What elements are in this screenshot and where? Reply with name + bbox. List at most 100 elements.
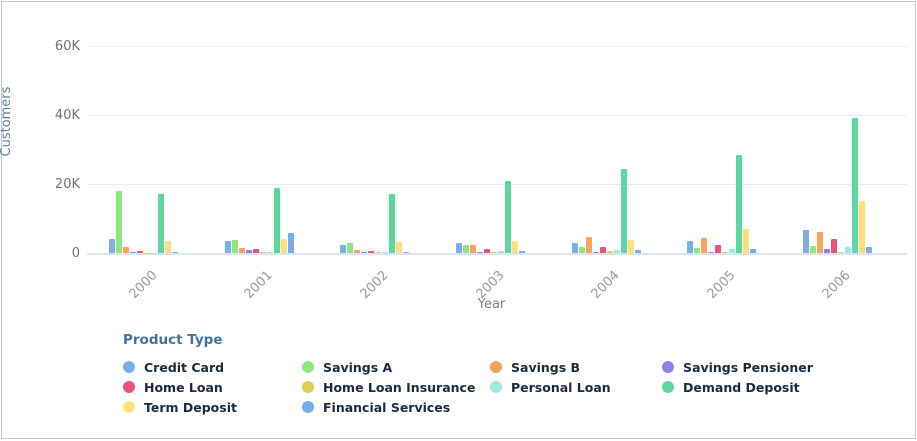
bar-home-loan-insurance-2002[interactable]: [375, 252, 381, 253]
bar-savings-a-2005[interactable]: [694, 248, 700, 253]
bar-savings-a-2001[interactable]: [232, 240, 238, 254]
bar-home-loan-2004[interactable]: [600, 247, 606, 253]
legend-label: Home Loan: [144, 380, 223, 395]
bar-home-loan-2002[interactable]: [368, 251, 374, 253]
bar-savings-b-2006[interactable]: [817, 232, 823, 253]
bar-personal-loan-2002[interactable]: [382, 252, 388, 253]
bar-credit-card-2002[interactable]: [340, 245, 346, 253]
gridline-0: [87, 253, 907, 255]
bar-financial-services-2004[interactable]: [635, 250, 641, 253]
bar-financial-services-2002[interactable]: [403, 252, 409, 253]
bar-savings-b-2004[interactable]: [586, 237, 592, 253]
bar-financial-services-2006[interactable]: [866, 247, 872, 253]
legend-swatch-icon: [302, 401, 314, 413]
legend-label: Home Loan Insurance: [323, 380, 475, 395]
bar-credit-card-2003[interactable]: [456, 243, 462, 253]
legend-item-home-loan[interactable]: Home Loan: [123, 380, 302, 395]
bar-demand-deposit-2000[interactable]: [158, 194, 164, 253]
legend-item-demand-deposit[interactable]: Demand Deposit: [662, 380, 813, 395]
legend-item-personal-loan[interactable]: Personal Loan: [490, 380, 662, 395]
bar-savings-b-2002[interactable]: [354, 250, 360, 253]
bar-savings-b-2005[interactable]: [701, 238, 707, 253]
legend-label: Financial Services: [323, 400, 450, 415]
legend-item-credit-card[interactable]: Credit Card: [123, 360, 302, 375]
bar-home-loan-insurance-2004[interactable]: [607, 251, 613, 253]
legend-swatch-icon: [123, 401, 135, 413]
bar-financial-services-2005[interactable]: [750, 249, 756, 253]
bar-demand-deposit-2006[interactable]: [852, 118, 858, 253]
bar-home-loan-2005[interactable]: [715, 245, 721, 253]
bar-credit-card-2001[interactable]: [225, 241, 231, 253]
bar-savings-b-2000[interactable]: [123, 247, 129, 253]
year-group-2006: [779, 46, 895, 253]
bar-savings-pensioner-2004[interactable]: [593, 252, 599, 253]
bar-personal-loan-2004[interactable]: [614, 250, 620, 253]
legend-swatch-icon: [302, 381, 314, 393]
bar-home-loan-insurance-2005[interactable]: [722, 252, 728, 253]
bar-personal-loan-2001[interactable]: [267, 252, 273, 253]
bar-credit-card-2006[interactable]: [803, 230, 809, 254]
bars-area: [86, 46, 895, 253]
bar-demand-deposit-2001[interactable]: [274, 188, 280, 253]
legend-label: Demand Deposit: [683, 380, 800, 395]
legend-item-savings-pensioner[interactable]: Savings Pensioner: [662, 360, 813, 375]
legend-swatch-icon: [490, 381, 502, 393]
bar-savings-a-2000[interactable]: [116, 191, 122, 253]
bar-financial-services-2001[interactable]: [288, 233, 294, 253]
bar-demand-deposit-2002[interactable]: [389, 194, 395, 253]
year-group-2000: [86, 46, 202, 253]
bar-savings-a-2003[interactable]: [463, 245, 469, 253]
bar-savings-pensioner-2001[interactable]: [246, 250, 252, 253]
bar-financial-services-2003[interactable]: [519, 251, 525, 253]
bar-home-loan-2001[interactable]: [253, 249, 259, 254]
bar-term-deposit-2001[interactable]: [281, 239, 287, 253]
bar-credit-card-2000[interactable]: [109, 239, 115, 253]
bar-savings-a-2006[interactable]: [810, 246, 816, 253]
legend-item-financial-services[interactable]: Financial Services: [302, 400, 490, 415]
legend-item-term-deposit[interactable]: Term Deposit: [123, 400, 302, 415]
bar-home-loan-insurance-2006[interactable]: [838, 252, 844, 253]
legend-swatch-icon: [123, 361, 135, 373]
legend-label: Savings Pensioner: [683, 360, 813, 375]
bar-financial-services-2000[interactable]: [172, 252, 178, 253]
bar-savings-pensioner-2006[interactable]: [824, 249, 830, 253]
x-axis-title: Year: [87, 297, 896, 312]
bar-home-loan-insurance-2001[interactable]: [260, 252, 266, 253]
bar-personal-loan-2006[interactable]: [845, 247, 851, 253]
year-group-2003: [433, 46, 549, 253]
bar-term-deposit-2006[interactable]: [859, 201, 865, 253]
bar-term-deposit-2000[interactable]: [165, 241, 171, 253]
legend-item-home-loan-insurance[interactable]: Home Loan Insurance: [302, 380, 490, 395]
bar-demand-deposit-2004[interactable]: [621, 169, 627, 253]
bar-home-loan-2003[interactable]: [484, 249, 490, 254]
legend-swatch-icon: [302, 361, 314, 373]
bar-home-loan-2000[interactable]: [137, 251, 143, 253]
bar-savings-pensioner-2003[interactable]: [477, 252, 483, 253]
legend-label: Savings A: [323, 360, 392, 375]
bar-personal-loan-2005[interactable]: [729, 249, 735, 253]
bar-term-deposit-2002[interactable]: [396, 242, 402, 253]
bar-home-loan-2006[interactable]: [831, 239, 837, 253]
bar-savings-b-2003[interactable]: [470, 245, 476, 253]
bar-term-deposit-2005[interactable]: [743, 229, 749, 253]
bar-savings-b-2001[interactable]: [239, 248, 245, 253]
legend-swatch-icon: [490, 361, 502, 373]
bar-term-deposit-2004[interactable]: [628, 240, 634, 254]
bar-home-loan-insurance-2003[interactable]: [491, 252, 497, 253]
bar-demand-deposit-2003[interactable]: [505, 181, 511, 253]
bar-credit-card-2005[interactable]: [687, 241, 693, 253]
legend-label: Credit Card: [144, 360, 224, 375]
bar-personal-loan-2003[interactable]: [498, 251, 504, 253]
bar-demand-deposit-2005[interactable]: [736, 155, 742, 253]
bar-savings-a-2002[interactable]: [347, 243, 353, 253]
legend-item-savings-b[interactable]: Savings B: [490, 360, 662, 375]
bar-savings-pensioner-2000[interactable]: [130, 252, 136, 253]
bar-credit-card-2004[interactable]: [572, 243, 578, 253]
legend-item-savings-a[interactable]: Savings A: [302, 360, 490, 375]
bar-savings-pensioner-2002[interactable]: [361, 252, 367, 253]
bar-savings-pensioner-2005[interactable]: [708, 252, 714, 253]
bar-savings-a-2004[interactable]: [579, 247, 585, 253]
bar-term-deposit-2003[interactable]: [512, 241, 518, 253]
